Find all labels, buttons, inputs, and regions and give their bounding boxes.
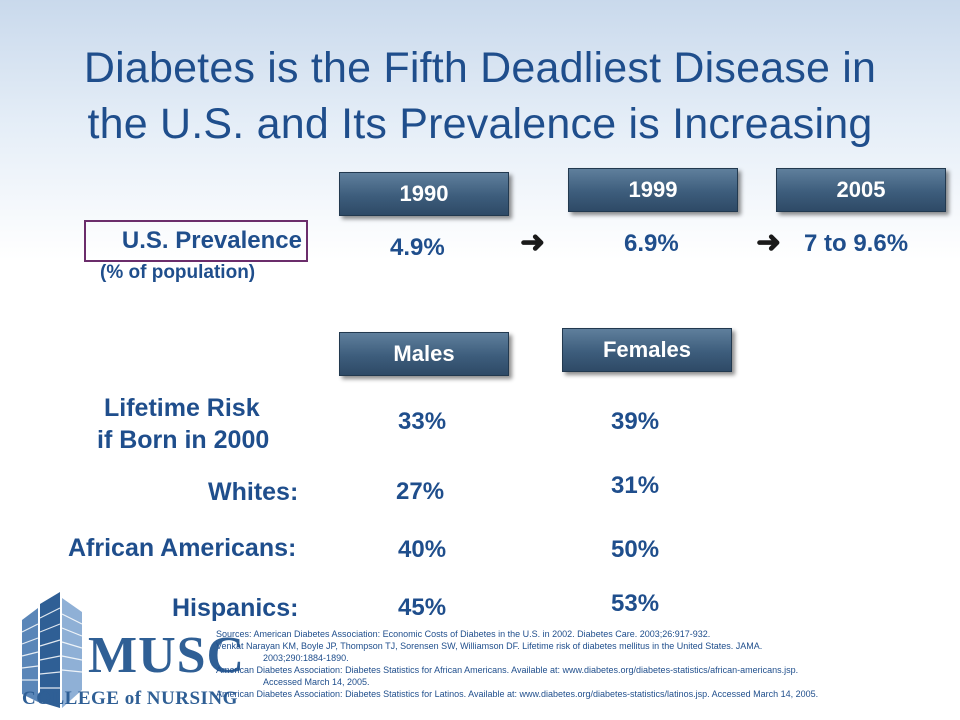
musc-logo-text: MUSC bbox=[88, 627, 246, 684]
african-americans-female-value: 50% bbox=[611, 536, 660, 563]
prevalence-label-box: U.S. Prevalence bbox=[84, 220, 308, 262]
group-label-whites: Whites: bbox=[208, 478, 299, 506]
title-line-1: Diabetes is the Fifth Deadliest Disease … bbox=[83, 44, 877, 92]
sources-block: Sources: American Diabetes Association: … bbox=[216, 628, 954, 700]
group-label-african-americans: African Americans: bbox=[68, 534, 297, 562]
title-line-2: the U.S. and Its Prevalence is Increasin… bbox=[87, 100, 873, 148]
source-line-2-cont: 2003;290:1884-1890. bbox=[263, 653, 349, 663]
females-header: Females bbox=[562, 328, 732, 372]
group-label-hispanics: Hispanics: bbox=[172, 594, 299, 622]
hispanics-male-value: 45% bbox=[398, 594, 447, 621]
prevalence-value-1999: 6.9% bbox=[624, 230, 679, 257]
african-americans-male-value: 40% bbox=[398, 536, 447, 563]
overall-male-value: 33% bbox=[398, 408, 447, 435]
source-line-2: Venkat Narayan KM, Boyle JP, Thompson TJ… bbox=[216, 641, 763, 651]
right-arrow-icon: ➜ bbox=[520, 226, 546, 259]
source-line-4: American Diabetes Association: Diabetes … bbox=[216, 689, 819, 699]
whites-male-value: 27% bbox=[396, 478, 445, 505]
year-header-2005: 2005 bbox=[776, 168, 946, 212]
slide-title: Diabetes is the Fifth Deadliest Disease … bbox=[0, 40, 960, 152]
year-header-1999: 1999 bbox=[568, 168, 738, 212]
lifetime-risk-label-2: if Born in 2000 bbox=[97, 426, 270, 454]
prevalence-value-1990: 4.9% bbox=[390, 234, 445, 261]
prevalence-sublabel: (% of population) bbox=[100, 262, 256, 283]
hispanics-female-value: 53% bbox=[611, 590, 660, 617]
prevalence-label: U.S. Prevalence bbox=[121, 227, 302, 254]
prevalence-value-2005: 7 to 9.6% bbox=[804, 230, 909, 257]
overall-female-value: 39% bbox=[611, 408, 660, 435]
whites-female-value: 31% bbox=[611, 472, 660, 499]
college-of-nursing-text: COLLEGE of NURSING bbox=[22, 688, 238, 709]
right-arrow-icon: ➜ bbox=[756, 226, 782, 259]
lifetime-risk-label-1: Lifetime Risk bbox=[104, 394, 260, 422]
year-header-1990: 1990 bbox=[339, 172, 509, 216]
musc-building-logo bbox=[21, 592, 83, 708]
males-header: Males bbox=[339, 332, 509, 376]
source-line-3: American Diabetes Association: Diabetes … bbox=[216, 665, 799, 675]
source-line-3-cont: Accessed March 14, 2005. bbox=[263, 677, 370, 687]
source-line-1: Sources: American Diabetes Association: … bbox=[216, 629, 711, 639]
